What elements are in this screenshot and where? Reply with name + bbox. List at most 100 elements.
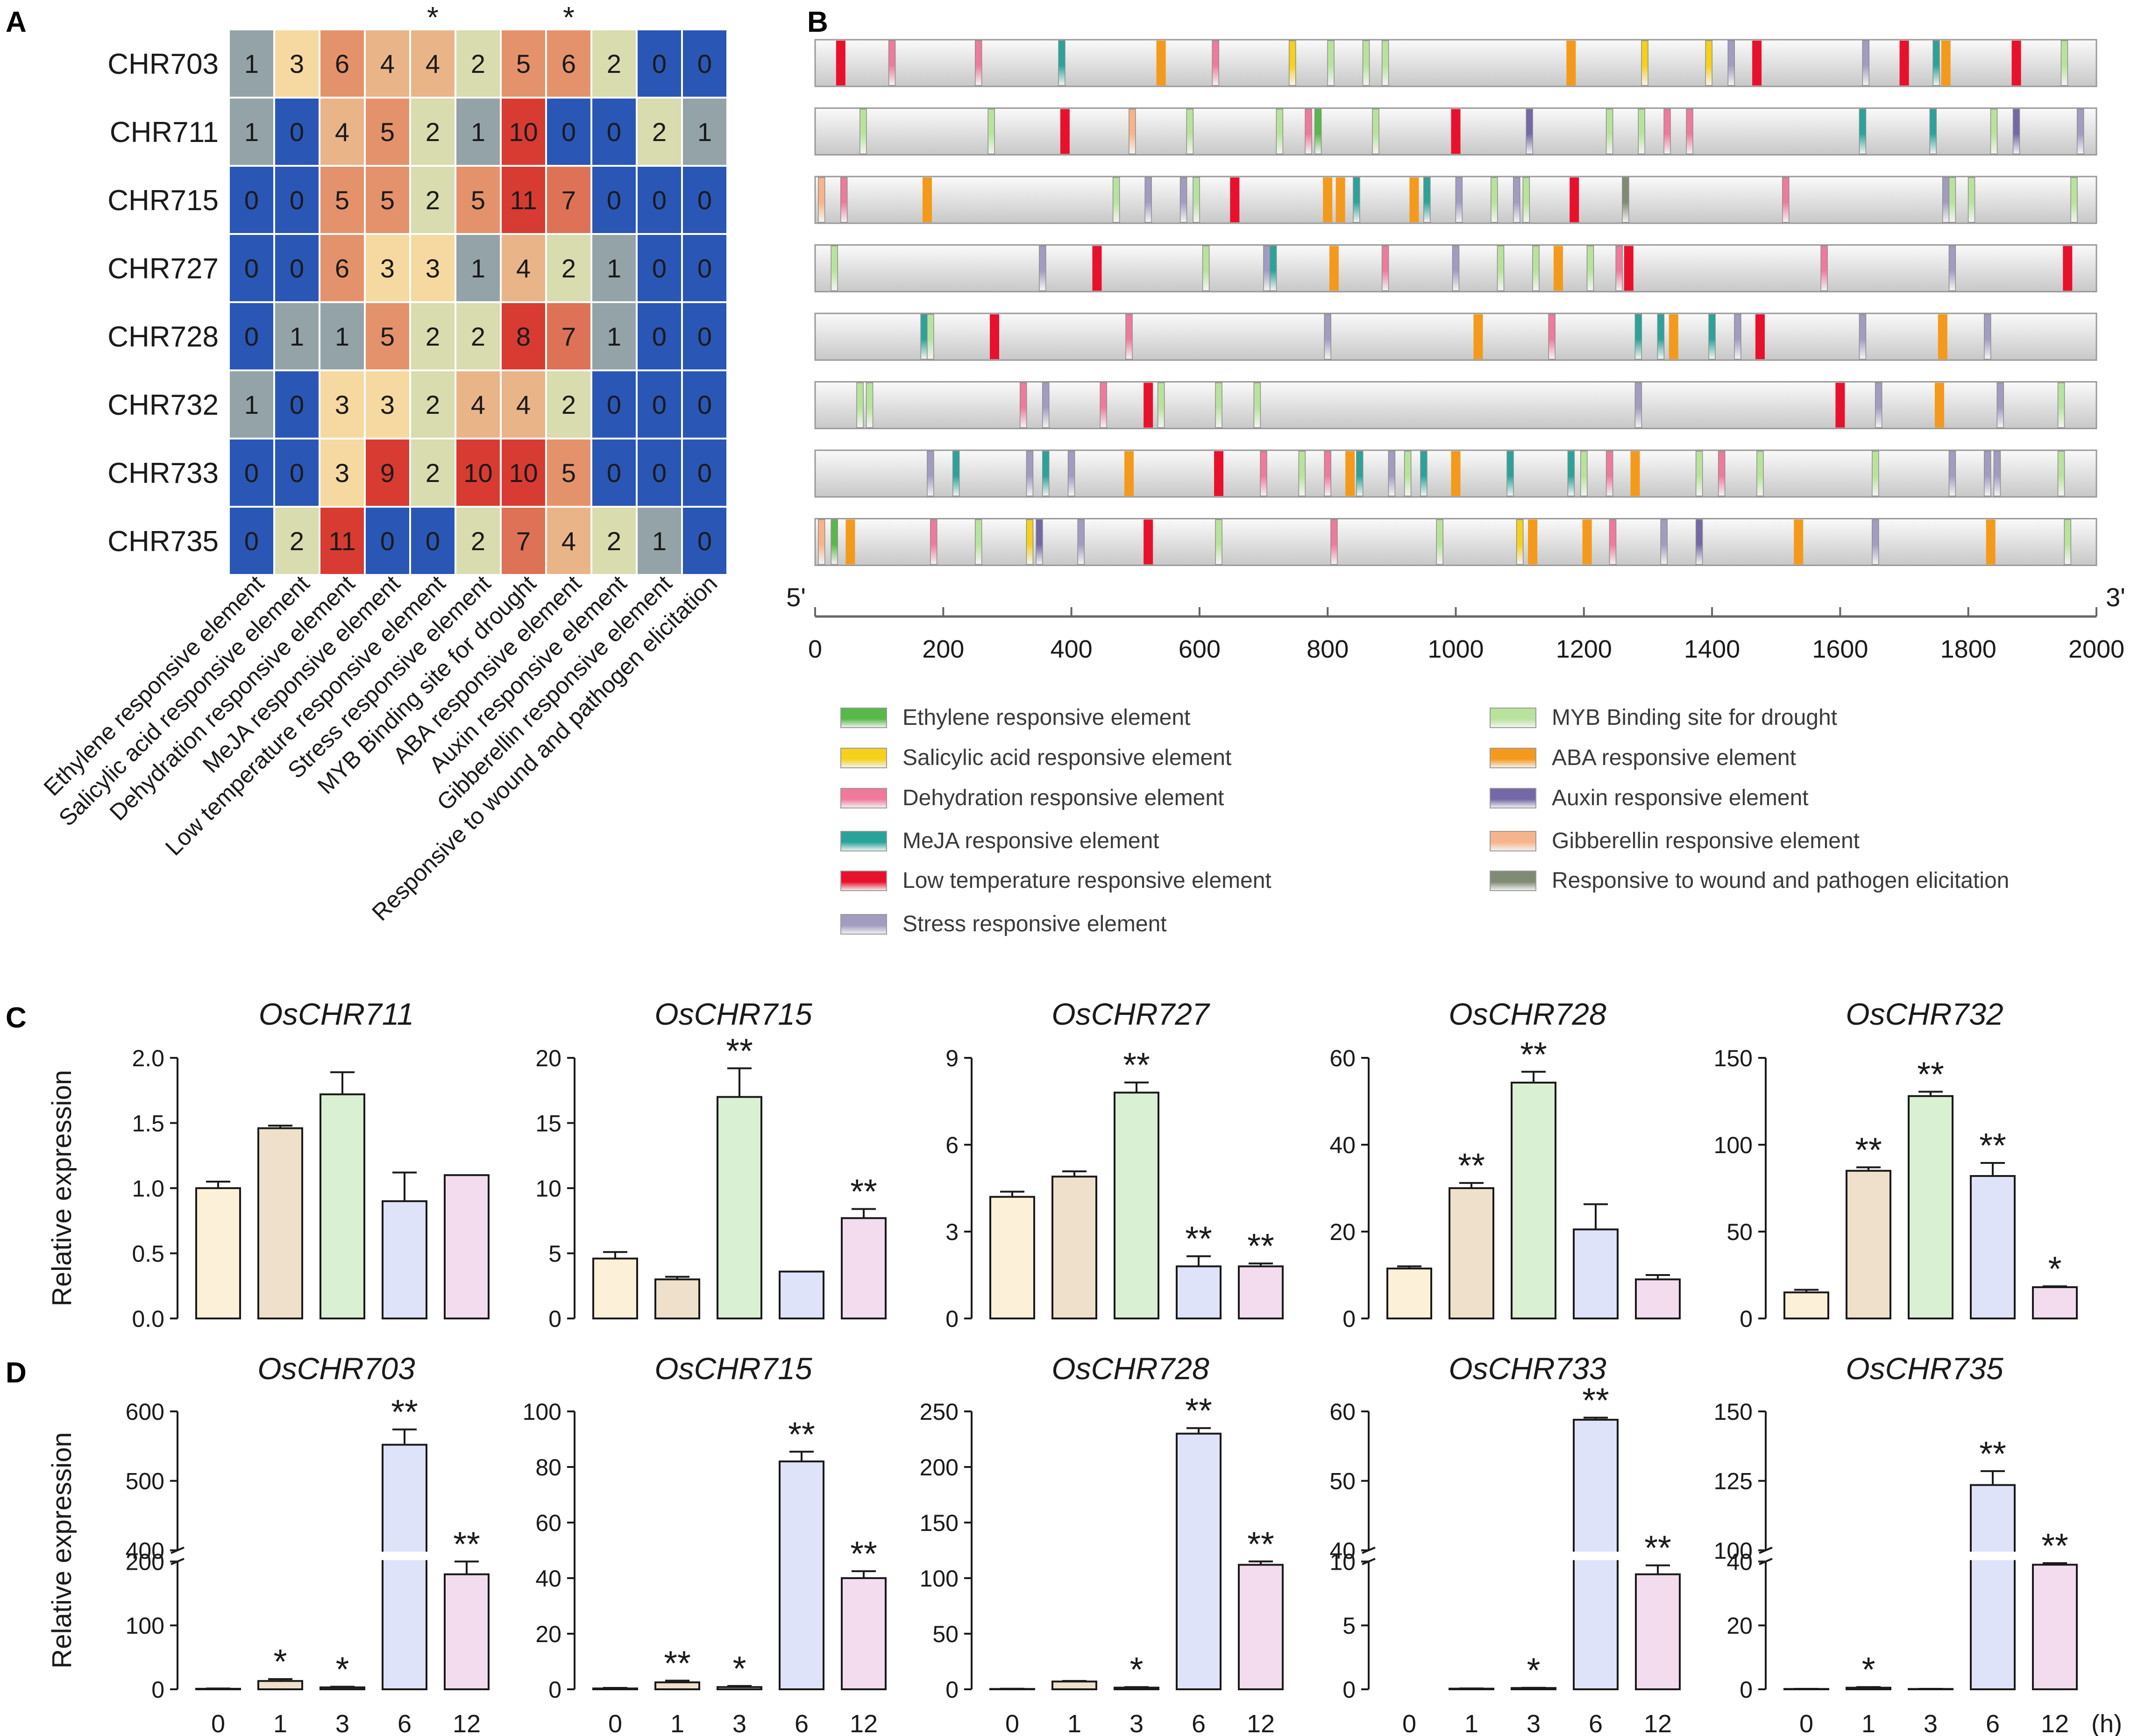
heatmap-cell-value: 0: [697, 49, 712, 78]
heatmap-cell-value: 0: [607, 390, 621, 419]
legend-label: ABA responsive element: [1552, 745, 1796, 770]
cis-element-mark: [1144, 519, 1153, 565]
y-tick-label: 40: [1726, 1549, 1753, 1575]
y-tick-label: 100: [1714, 1132, 1753, 1158]
cis-element-mark: [1491, 177, 1498, 223]
cis-element-mark: [1260, 451, 1267, 496]
cis-element-mark: [2064, 519, 2072, 565]
heatmap-cell: [364, 233, 411, 303]
heatmap-cell: [319, 301, 366, 371]
cis-element-mark: [2070, 177, 2078, 223]
x-tick-label: 3: [335, 1710, 349, 1736]
heatmap-cell-value: 7: [561, 322, 576, 351]
cis-element-mark: [1214, 451, 1224, 496]
heatmap-cell: [273, 301, 320, 371]
promoter-3-prime-label: 3': [2106, 582, 2125, 612]
cis-element-mark: [1436, 519, 1443, 565]
bar: [592, 1687, 638, 1691]
promoter-track: [814, 381, 2097, 429]
heatmap-cell-value: 5: [380, 117, 395, 147]
cis-element-mark: [1686, 108, 1693, 155]
y-tick-label: 150: [1714, 1045, 1753, 1071]
x-tick-label: 6: [795, 1710, 809, 1736]
significance-star: **: [664, 1644, 691, 1683]
heatmap-cell-value: 2: [426, 390, 440, 419]
y-tick-label: 100: [920, 1566, 959, 1592]
cis-element-mark: [2012, 108, 2020, 155]
heatmap-cell-value: 0: [697, 322, 712, 351]
heatmap-cell: [636, 506, 683, 576]
heatmap-cell-value: 0: [244, 458, 259, 488]
bar-break-gap: [1572, 1552, 1619, 1560]
cis-element-mark: [927, 314, 934, 360]
significance-star: **: [1123, 1046, 1150, 1084]
bar: [841, 1577, 887, 1690]
heatmap-cell-value: 0: [561, 117, 576, 147]
y-tick-label: 3: [945, 1219, 959, 1245]
cis-element-mark: [1513, 177, 1520, 223]
heatmap-cell: [681, 506, 728, 576]
bar: [1970, 1484, 2016, 1691]
bar: [320, 1093, 365, 1320]
y-tick-label: 60: [1329, 1045, 1356, 1071]
cis-element-mark: [1202, 245, 1210, 291]
heatmap-cell-value: 0: [290, 185, 304, 215]
cis-element-mark: [840, 177, 848, 223]
chart-C-OsCHR728: OsCHR728 0 20 40 60 ** **: [1329, 997, 1681, 1332]
heatmap-cell-value: 5: [335, 185, 349, 215]
cis-element-mark: [1335, 177, 1345, 222]
cis-element-mark: [1026, 519, 1034, 565]
cis-element-mark: [1934, 383, 1944, 428]
panel-label-d: D: [6, 1357, 27, 1389]
cis-element-mark: [1186, 108, 1194, 155]
bar: [257, 1127, 303, 1319]
bar: [1846, 1169, 1891, 1320]
cis-element-mark: [1695, 451, 1703, 496]
x-tick-label: 3: [732, 1710, 746, 1736]
cis-element-mark: [952, 451, 960, 496]
heatmap-cell: [319, 438, 366, 508]
y-tick-label: 40: [1329, 1538, 1356, 1564]
bar: [1176, 1265, 1222, 1319]
heatmap-cell: [409, 506, 456, 576]
cis-element-mark: [1193, 177, 1200, 223]
heatmap-cell-value: 1: [335, 322, 349, 351]
cis-element-mark: [817, 519, 825, 565]
y-tick-label: 0: [151, 1677, 164, 1703]
cis-element-mark: [1324, 451, 1331, 496]
heatmap-cell-value: 6: [335, 49, 349, 78]
bar: [654, 1278, 700, 1320]
cis-element-mark: [1327, 40, 1335, 86]
expression-bar-charts: OsCHR711 0.0 0.5 1.0 1.5 2.0 Relative expressi…: [47, 997, 2122, 1736]
heatmap-cell: [590, 369, 638, 439]
heatmap-cell-value: 4: [516, 254, 531, 283]
x-tick-label: 0: [1005, 1710, 1019, 1736]
heatmap-cell: [364, 369, 411, 439]
cis-element-mark: [1580, 451, 1588, 496]
y-tick-label: 600: [126, 1399, 164, 1425]
cis-element-mark: [1948, 451, 1956, 496]
x-tick-label: 3: [1527, 1710, 1541, 1736]
x-tick-label: 6: [1986, 1710, 2000, 1736]
bar: [1908, 1095, 1953, 1320]
cis-element-mark: [1705, 40, 1712, 86]
heatmap-cell-value: 2: [561, 390, 576, 419]
bar: [1511, 1082, 1556, 1319]
heatmap-cell: [273, 506, 320, 576]
cis-element-mark: [1624, 246, 1634, 291]
cis-element-mark: [1058, 40, 1066, 86]
cis-element-mark: [2011, 41, 2021, 85]
cis-element-mark: [1372, 108, 1379, 155]
cis-element-mark: [1522, 177, 1530, 223]
promoter-axis-tick-label: 200: [922, 635, 964, 663]
significance-star: **: [1247, 1226, 1274, 1265]
bar: [382, 1444, 427, 1690]
cis-element-mark: [1528, 519, 1538, 565]
cis-element-mark: [1968, 177, 1975, 223]
significance-star: **: [2041, 1526, 2068, 1565]
cis-element-mark: [1586, 245, 1594, 291]
heatmap-cell-value: 0: [244, 254, 259, 283]
legend-swatch: [1490, 708, 1536, 728]
